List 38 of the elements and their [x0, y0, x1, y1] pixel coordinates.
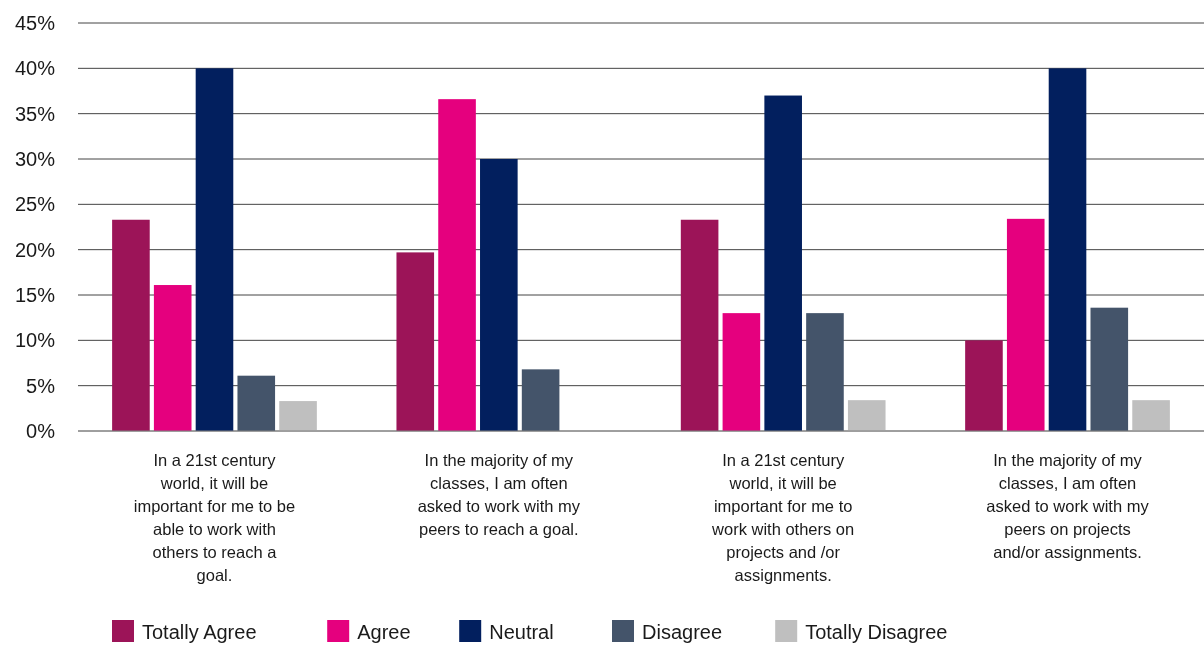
y-tick-label: 10% [14, 329, 56, 352]
bar [521, 369, 560, 431]
bar [396, 252, 435, 431]
bar [438, 99, 476, 431]
bar [237, 375, 276, 431]
bar [480, 159, 518, 431]
y-tick-label: 25% [14, 193, 56, 216]
x-tick-label: In the majority of my classes, I am often asked to work with my peers on projects and/or assignments. [986, 451, 1150, 561]
bar [1090, 307, 1129, 431]
bar [195, 68, 234, 431]
y-tick-label: 30% [14, 148, 56, 170]
y-tick-label: 40% [14, 57, 56, 80]
x-tick-label: In a 21st century world, it will be important for me to work with others on projects and /or assignments. [711, 451, 855, 584]
y-tick-label: 35% [14, 102, 56, 125]
x-tick-label: In the majority of my classes, I am often asked to work with my peers to reach a goal. [417, 451, 581, 538]
bar [279, 401, 317, 431]
bar [1006, 218, 1045, 431]
bar [722, 313, 761, 431]
legend-label: Totally Disagree [805, 621, 948, 643]
y-tick-label: 15% [14, 284, 56, 306]
bar [847, 400, 886, 431]
y-tick-label: 5% [26, 374, 56, 397]
bar [764, 95, 802, 431]
bar [1048, 68, 1087, 431]
legend-label: Totally Agree [142, 621, 257, 643]
bar [153, 285, 192, 431]
bar [680, 219, 719, 431]
legend-label: Agree [357, 621, 411, 643]
bar [1132, 400, 1170, 431]
y-tick-label: 20% [14, 238, 56, 261]
bar [112, 219, 150, 431]
bar [806, 313, 844, 431]
bar [965, 340, 1003, 431]
legend-label: Neutral [489, 621, 554, 643]
x-tick-label: In a 21st century world, it will be important for me to be able to work with others to reach a goal. [133, 451, 296, 584]
y-tick-label: 45% [14, 12, 56, 34]
y-tick-label: 0% [26, 420, 56, 442]
legend-label: Disagree [642, 621, 723, 643]
